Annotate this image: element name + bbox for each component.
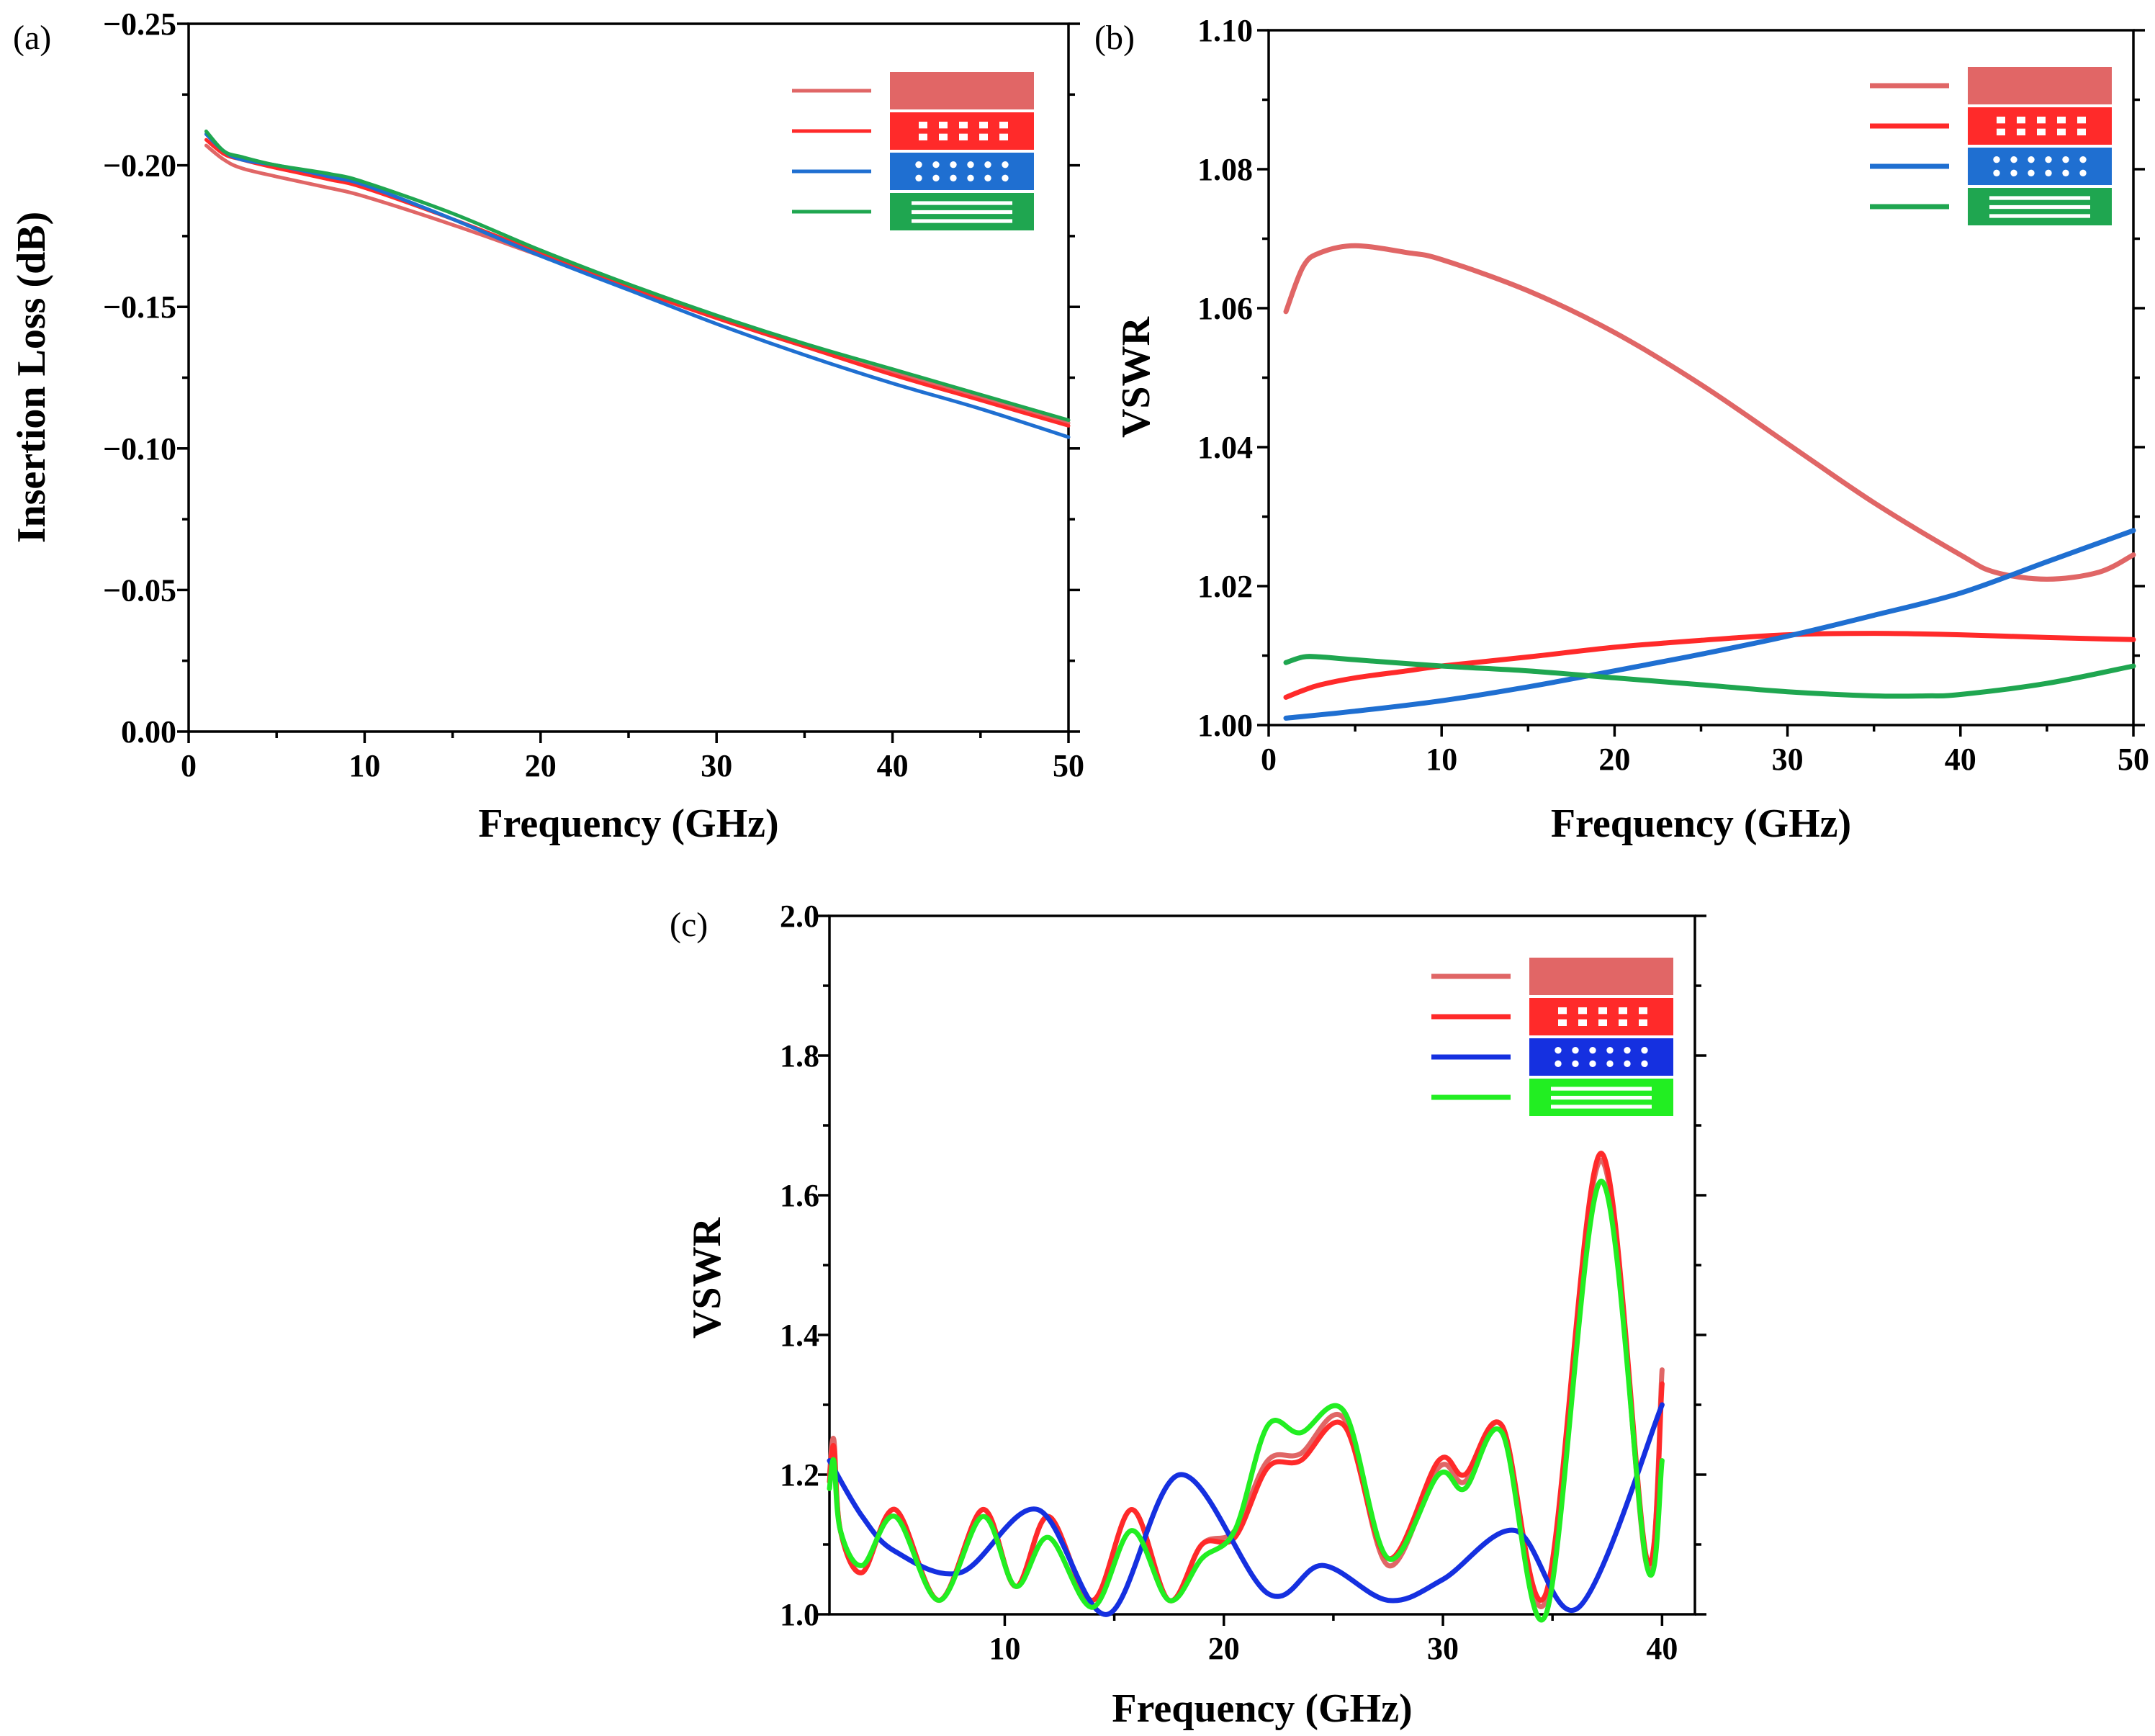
y-tick-label: −0.10: [103, 431, 176, 467]
panel-label: (a): [13, 19, 51, 57]
y-tick-label: −0.25: [103, 6, 176, 42]
series-line-1: [827, 1157, 1665, 1609]
panel-label: (b): [1094, 19, 1135, 57]
y-tick-label: −0.15: [103, 289, 176, 325]
panel-b: (b) 0 10 20 30 40 50 1.00 1.02 1.04 1.06 1.08 1.10 Fr…: [1094, 13, 2149, 846]
y-tick-label: 1.0: [780, 1597, 819, 1632]
series-line-4: [1283, 654, 2136, 699]
solid-panel-icon: [1529, 958, 1673, 995]
y-tick-label: −0.05: [103, 572, 176, 608]
square-hole-panel-icon: [1968, 107, 2112, 145]
y-axis-title: VSWR: [685, 1217, 729, 1339]
series-line-1: [1283, 243, 2136, 582]
series-line-2: [204, 138, 1071, 428]
x-axis-title: Frequency (GHz): [478, 801, 778, 846]
panel-label: (c): [670, 906, 708, 944]
slot-panel-icon: [890, 193, 1034, 230]
series-line-3: [1283, 528, 2136, 721]
y-tick-label: 1.02: [1197, 569, 1253, 604]
x-tick-label: 0: [1261, 742, 1277, 777]
x-tick-label: 30: [1772, 742, 1804, 777]
solid-panel-icon: [1968, 67, 2112, 104]
x-tick-label: 10: [1426, 742, 1457, 777]
x-axis-title: Frequency (GHz): [1112, 1686, 1412, 1731]
series-line-3: [827, 1402, 1665, 1617]
x-tick-label: 20: [525, 748, 557, 783]
square-hole-panel-icon: [890, 112, 1034, 150]
y-axis-title: Insertion Loss (dB): [9, 212, 54, 544]
y-tick-label: 1.10: [1197, 13, 1253, 48]
y-tick-label: 0.00: [121, 714, 176, 750]
panel-a: (a) 0 10 20 30 40 50 0.00 −0.05 −0.10 −0.15 −0.20 −0…: [9, 6, 1084, 846]
y-axis-title: VSWR: [1114, 316, 1159, 438]
y-tick-label: 1.00: [1197, 708, 1253, 743]
y-tick-label: 2.0: [780, 899, 819, 934]
series-line-2: [1283, 631, 2136, 700]
x-tick-label: 30: [1427, 1631, 1459, 1666]
solid-panel-icon: [890, 72, 1034, 109]
y-tick-label: 1.06: [1197, 291, 1253, 326]
slot-panel-icon: [1529, 1079, 1673, 1116]
x-tick-label: 40: [1646, 1631, 1678, 1666]
x-tick-label: 40: [877, 748, 909, 783]
panel-c: (c) 10 20 30 40 1.0 1.2 1.4 1.6 1.8 2.0 Frequency (…: [670, 899, 1706, 1731]
y-tick-label: 1.4: [780, 1318, 819, 1353]
x-tick-label: 10: [348, 748, 380, 783]
x-tick-label: 20: [1208, 1631, 1240, 1666]
square-hole-panel-icon: [1529, 998, 1673, 1035]
x-tick-label: 0: [181, 748, 197, 783]
x-tick-label: 20: [1598, 742, 1630, 777]
slot-panel-icon: [1968, 188, 2112, 225]
legend: [1870, 67, 2112, 225]
y-tick-label: 1.04: [1197, 430, 1253, 465]
series-line-4: [204, 129, 1071, 422]
y-tick-label: 1.08: [1197, 152, 1253, 187]
y-tick-label: 1.2: [780, 1457, 819, 1493]
legend: [1431, 958, 1673, 1116]
x-axis-title: Frequency (GHz): [1551, 801, 1851, 846]
series-line-4: [827, 1179, 1665, 1623]
y-tick-label: 1.6: [780, 1178, 819, 1213]
x-tick-label: 10: [989, 1631, 1020, 1666]
circle-hole-panel-icon: [890, 153, 1034, 190]
x-tick-label: 40: [1945, 742, 1976, 777]
circle-hole-panel-icon: [1529, 1038, 1673, 1076]
x-tick-label: 50: [1053, 748, 1084, 783]
y-tick-label: 1.8: [780, 1038, 819, 1074]
y-tick-label: −0.20: [103, 148, 176, 184]
series-line-2: [827, 1151, 1665, 1604]
legend: [792, 72, 1034, 230]
x-tick-label: 50: [2118, 742, 2149, 777]
circle-hole-panel-icon: [1968, 148, 2112, 185]
x-tick-label: 30: [701, 748, 732, 783]
